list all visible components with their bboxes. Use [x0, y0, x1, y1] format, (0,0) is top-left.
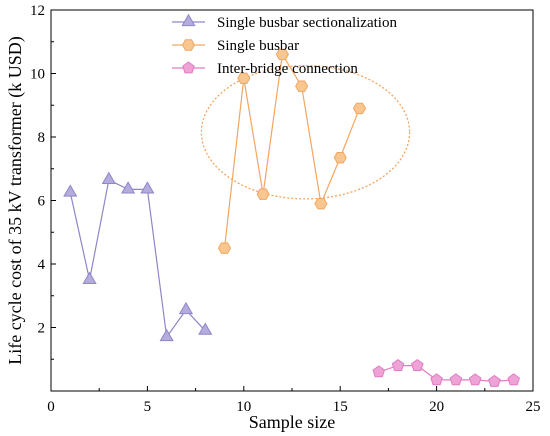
y-axis-label: Life cycle cost of 35 kV transformer (k …: [5, 36, 26, 365]
data-point: [488, 374, 501, 387]
series-layer: [63, 48, 521, 387]
series-2: [372, 358, 521, 387]
legend-label-single-busbar-sectionalization: Single busbar sectionalization: [217, 15, 397, 31]
legend-label-single-busbar: Single busbar: [217, 38, 299, 54]
data-point: [82, 271, 97, 284]
data-point: [63, 184, 78, 197]
data-point: [411, 358, 424, 371]
x-tick-label: 10: [236, 399, 251, 415]
y-tick-label: 10: [30, 67, 45, 83]
x-axis-label: Sample size: [249, 412, 335, 432]
legend-marker: [181, 13, 196, 27]
series-0: [63, 171, 213, 342]
data-point: [468, 373, 482, 386]
data-point: [449, 373, 463, 386]
legend-item-inter-bridge-connection: Inter-bridge connection: [172, 61, 358, 77]
legend-marker: [181, 39, 196, 51]
data-point: [121, 181, 136, 194]
x-tick-label: 20: [429, 399, 444, 415]
x-axis-ticks: 0 5 10 15 20 25: [47, 386, 541, 415]
series-line: [69, 178, 206, 339]
data-point: [372, 365, 386, 378]
y-tick-label: 4: [38, 257, 46, 273]
data-point: [352, 102, 367, 115]
data-point: [217, 242, 232, 254]
data-point: [140, 181, 155, 194]
data-point: [178, 301, 194, 315]
x-tick-label: 25: [526, 399, 541, 415]
series-line: [223, 52, 361, 249]
legend-item-single-busbar: Single busbar: [172, 38, 299, 54]
x-tick-label: 5: [144, 399, 152, 415]
data-point: [507, 373, 521, 386]
data-point: [314, 197, 328, 210]
y-tick-label: 2: [38, 321, 46, 337]
y-tick-label: 8: [38, 130, 46, 146]
series-1: [217, 48, 367, 254]
legend-label-inter-bridge-connection: Inter-bridge connection: [217, 61, 358, 77]
legend-marker: [182, 61, 195, 74]
y-axis-ticks: 2 4 6 8 10 12: [30, 3, 56, 360]
legend-item-single-busbar-sectionalization: Single busbar sectionalization: [172, 13, 397, 31]
data-point: [295, 80, 309, 92]
y-tick-label: 12: [30, 3, 45, 19]
x-tick-label: 15: [333, 399, 348, 415]
legend: Single busbar sectionalization Single bu…: [172, 13, 397, 77]
x-tick-label: 0: [47, 399, 55, 415]
data-point: [237, 72, 251, 84]
data-point: [159, 328, 174, 342]
data-point: [275, 48, 289, 61]
data-point: [391, 358, 405, 371]
data-point: [101, 171, 116, 184]
data-point: [198, 322, 213, 335]
data-point: [256, 188, 270, 200]
y-tick-label: 6: [38, 194, 46, 210]
data-point: [430, 373, 443, 386]
data-point: [333, 151, 347, 164]
annotation-ellipse: [200, 64, 411, 200]
annotations: [200, 64, 411, 200]
